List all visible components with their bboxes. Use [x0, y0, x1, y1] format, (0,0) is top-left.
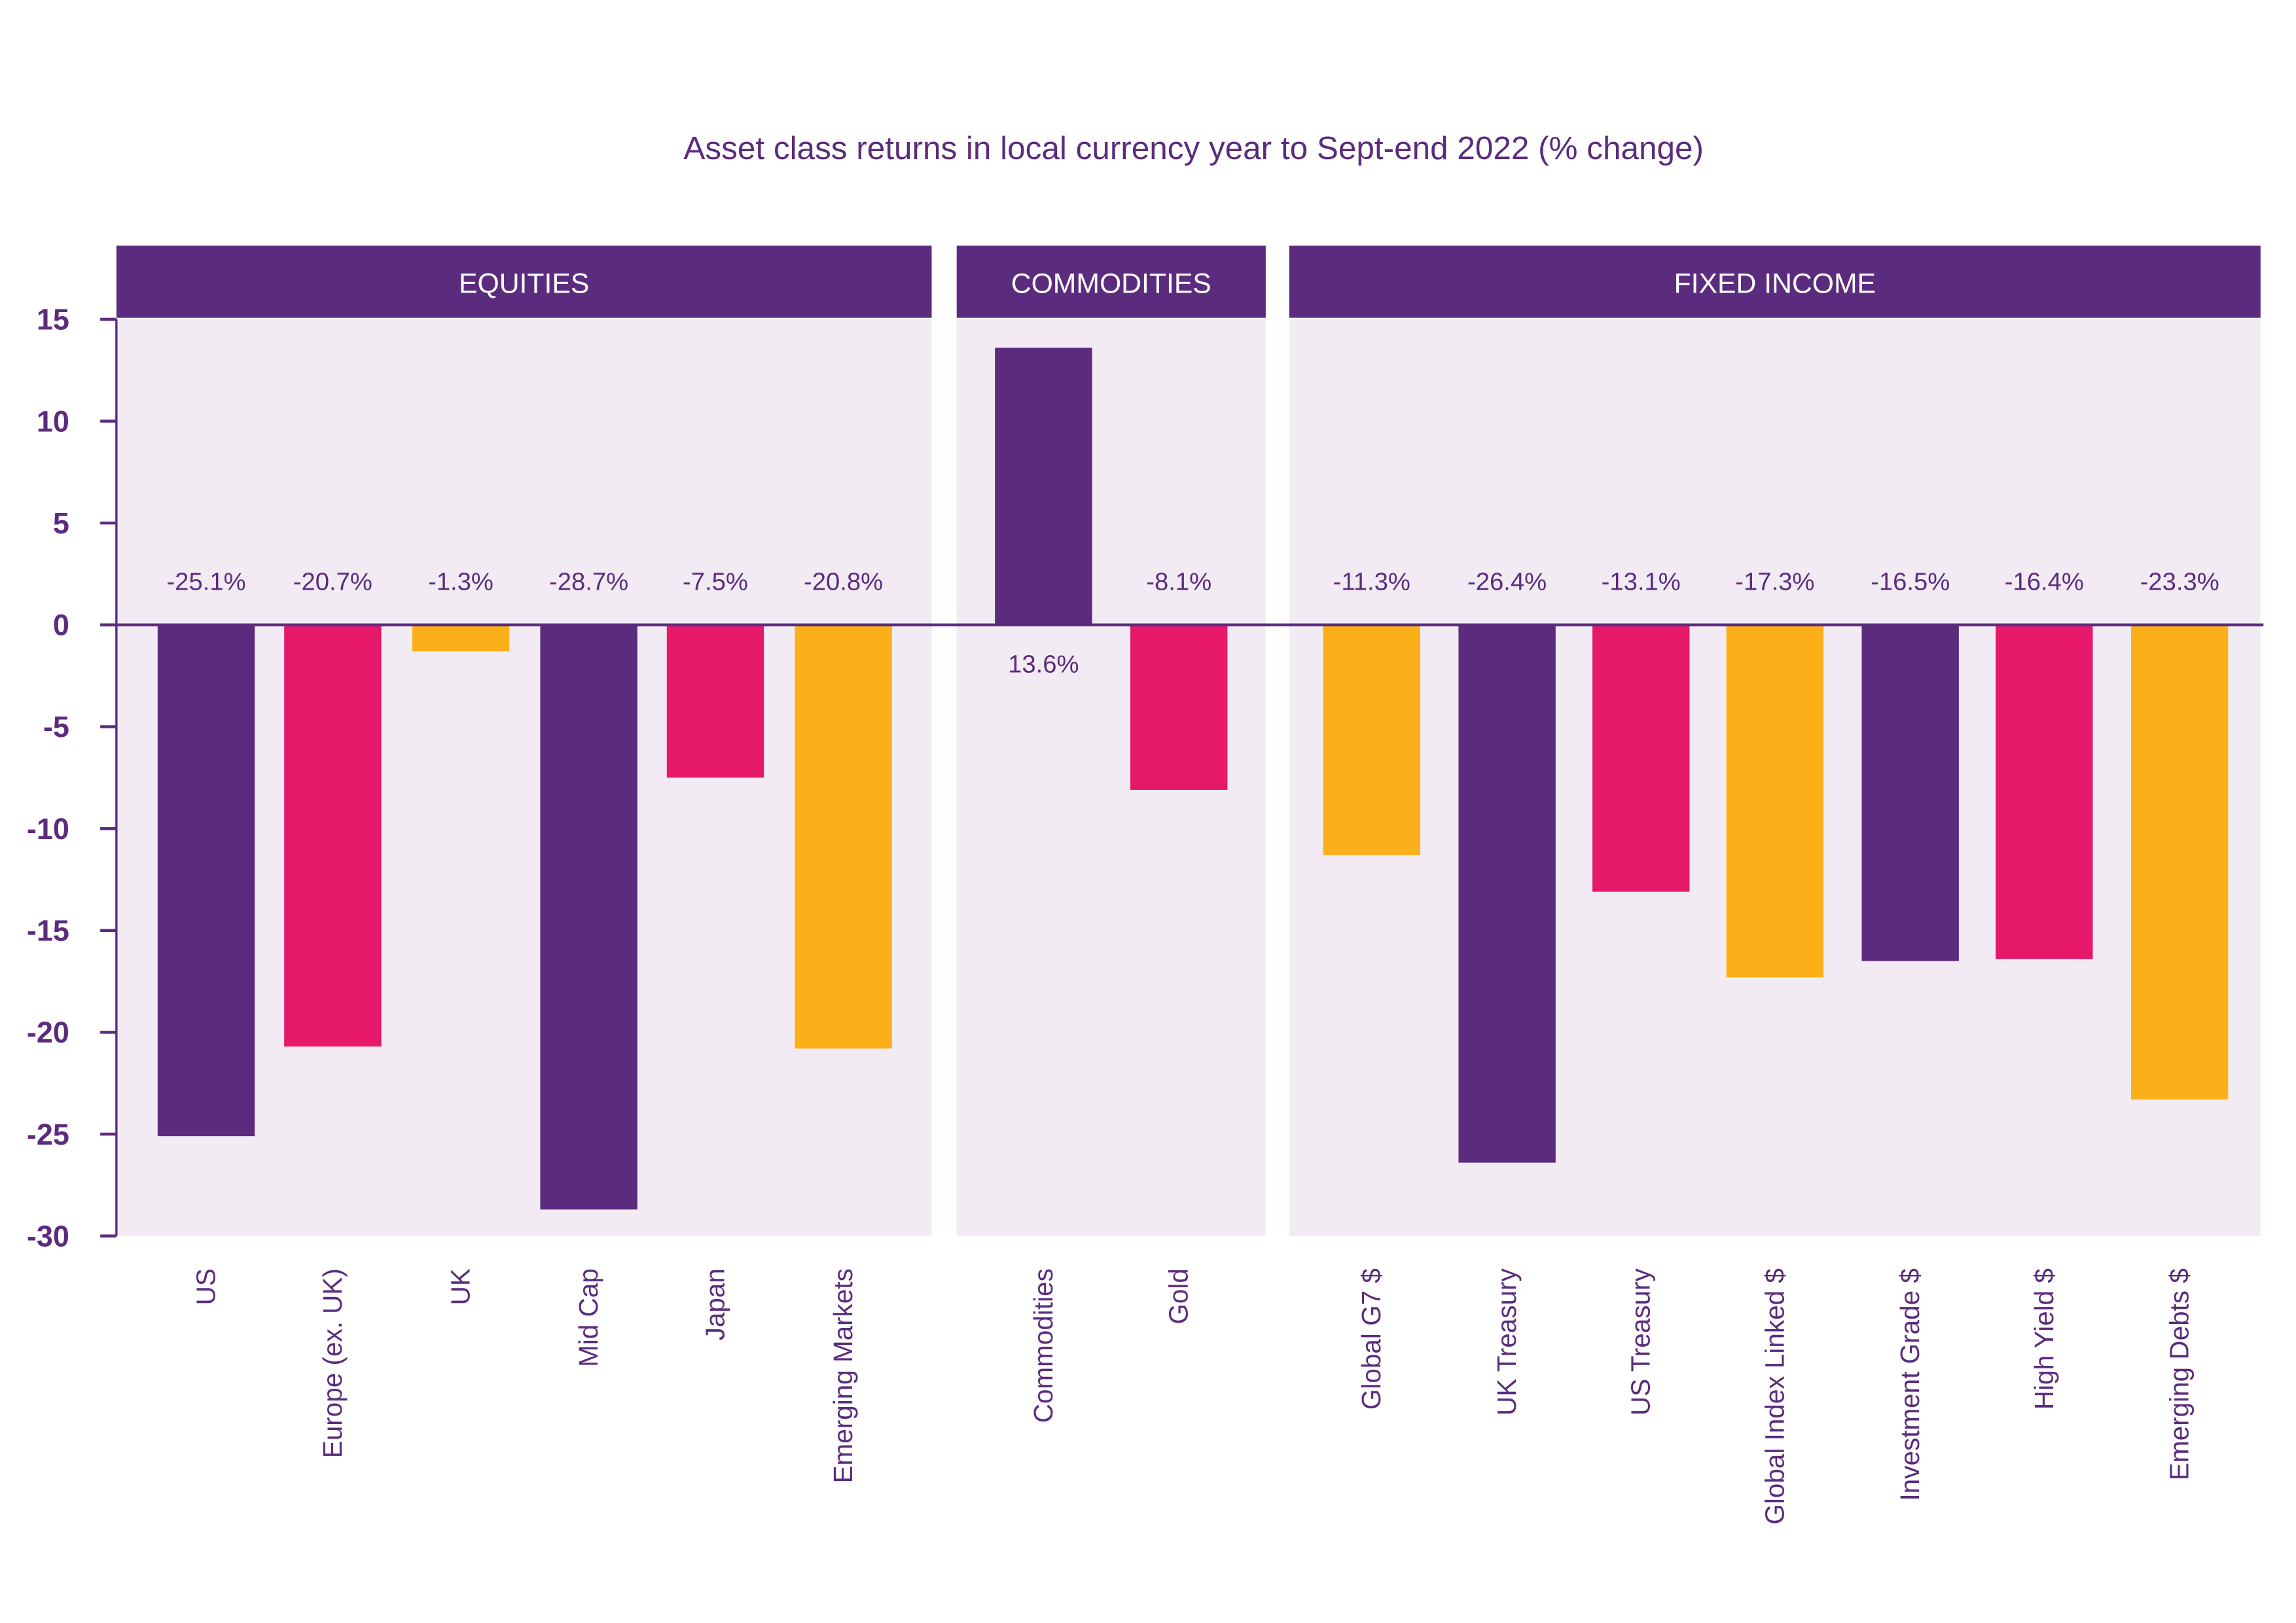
category-label: Emerging Markets	[828, 1268, 858, 1483]
data-label: -17.3%	[1735, 568, 1814, 596]
bar	[1130, 624, 1228, 790]
panel-header-commodities	[956, 245, 1266, 318]
category-label: Global G7 $	[1356, 1268, 1386, 1410]
panel-header-label: EQUITIES	[459, 268, 589, 299]
category-label: Europe (ex. UK)	[317, 1268, 348, 1458]
category-label: Commodities	[1028, 1268, 1058, 1423]
category-label: Emerging Debts $	[2164, 1268, 2195, 1480]
bar	[1592, 624, 1690, 892]
data-label: -1.3%	[428, 568, 493, 596]
y-tick-label: 10	[37, 404, 69, 438]
bar	[540, 624, 637, 1210]
bar	[2130, 624, 2229, 1100]
data-label: -23.3%	[2140, 568, 2219, 596]
y-tick-label: 5	[53, 507, 69, 540]
bar	[795, 624, 892, 1049]
y-tick-label: -30	[27, 1219, 69, 1253]
y-tick-label: -10	[27, 812, 69, 846]
chart-title: Asset class returns in local currency ye…	[683, 130, 1704, 166]
bar	[1323, 624, 1420, 855]
category-label: Gold	[1164, 1268, 1194, 1324]
data-label: -28.7%	[549, 568, 628, 596]
category-label: US Treasury	[1626, 1268, 1656, 1416]
data-label: -11.3%	[1333, 568, 1410, 596]
y-tick-label: -15	[27, 914, 69, 947]
data-label: -8.1%	[1146, 568, 1211, 596]
y-tick-label: -20	[27, 1016, 69, 1049]
bar	[666, 624, 764, 778]
data-label: -16.4%	[2005, 568, 2084, 596]
bar	[412, 624, 510, 652]
category-label: UK	[445, 1268, 475, 1305]
bar	[1458, 624, 1556, 1163]
y-tick-label: 0	[53, 609, 69, 642]
bar	[157, 624, 255, 1137]
bar	[1861, 624, 1959, 961]
bar	[284, 624, 382, 1047]
data-label: -26.4%	[1467, 568, 1547, 596]
category-label: High Yield $	[2029, 1268, 2059, 1410]
data-label: -7.5%	[683, 568, 748, 596]
category-label: UK Treasury	[1492, 1268, 1522, 1416]
category-label: US	[191, 1268, 221, 1305]
data-label: -13.1%	[1602, 568, 1681, 596]
data-label: -16.5%	[1871, 568, 1950, 596]
data-label: -25.1%	[166, 568, 245, 596]
category-label: Global Index Linked $	[1759, 1268, 1789, 1524]
bar	[1726, 624, 1824, 978]
panel-header-fixed-income	[1289, 245, 2261, 318]
panel-header-equities	[116, 245, 932, 318]
category-label: Investment Grade $	[1895, 1268, 1925, 1501]
data-label: -20.7%	[293, 568, 372, 596]
y-tick-label: 15	[37, 303, 69, 336]
bar	[995, 348, 1092, 625]
bar	[1996, 624, 2093, 959]
data-label: -20.8%	[804, 568, 883, 596]
category-label: Japan	[700, 1268, 730, 1340]
panel-header-label: COMMODITIES	[1011, 268, 1211, 299]
panel-header-label: FIXED INCOME	[1674, 268, 1876, 299]
category-label: Mid Cap	[573, 1268, 603, 1367]
y-tick-label: -25	[27, 1118, 69, 1151]
data-label: 13.6%	[1008, 651, 1079, 679]
y-tick-label: -5	[43, 710, 69, 743]
